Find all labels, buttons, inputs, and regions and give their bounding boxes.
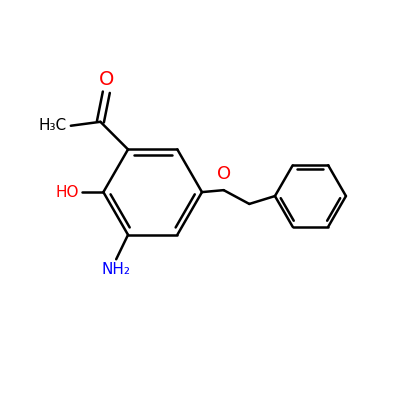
Text: O: O	[99, 70, 114, 89]
Text: NH₂: NH₂	[102, 262, 131, 278]
Text: HO: HO	[55, 185, 78, 200]
Text: O: O	[217, 165, 231, 183]
Text: H₃C: H₃C	[39, 118, 67, 133]
